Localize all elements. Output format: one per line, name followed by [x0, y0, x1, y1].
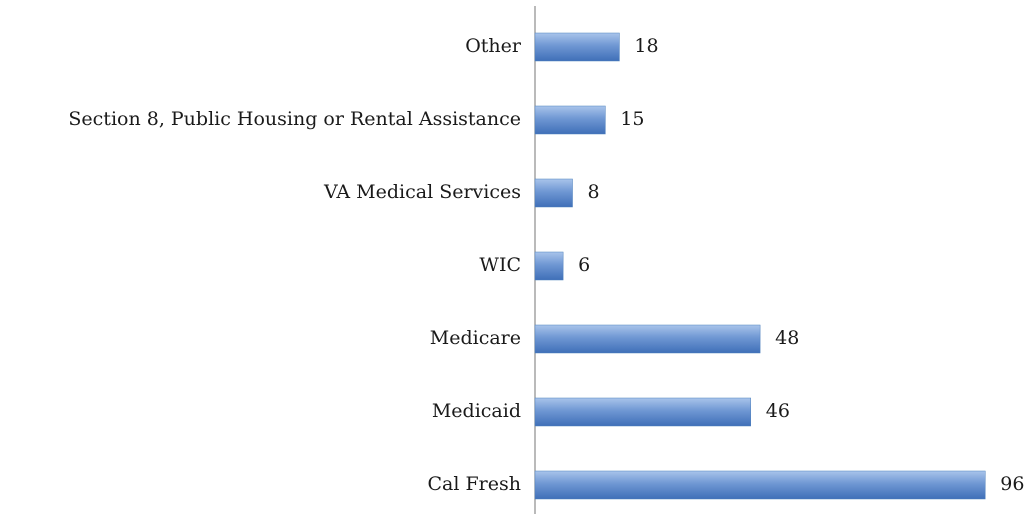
- y-tick-label: Medicare: [430, 327, 521, 349]
- data-label: 6: [578, 254, 590, 276]
- data-label: 15: [620, 108, 644, 130]
- bar: [534, 470, 986, 500]
- y-tick-label: Other: [465, 35, 522, 57]
- y-tick-label: Cal Fresh: [428, 473, 521, 495]
- data-label: 96: [1000, 473, 1024, 495]
- bar: [534, 178, 573, 208]
- y-tick-label: Section 8, Public Housing or Rental Assi…: [68, 108, 521, 130]
- data-label: 8: [588, 181, 600, 203]
- data-label: 18: [634, 35, 658, 57]
- y-tick-label: WIC: [479, 254, 521, 276]
- bar: [534, 32, 620, 62]
- data-label: 48: [775, 327, 799, 349]
- bar: [534, 397, 751, 427]
- bar: [534, 105, 606, 135]
- bar: [534, 251, 564, 281]
- data-label: 46: [766, 400, 790, 422]
- bar: [534, 324, 761, 354]
- y-tick-label: Medicaid: [432, 400, 521, 422]
- y-tick-label: VA Medical Services: [323, 181, 521, 203]
